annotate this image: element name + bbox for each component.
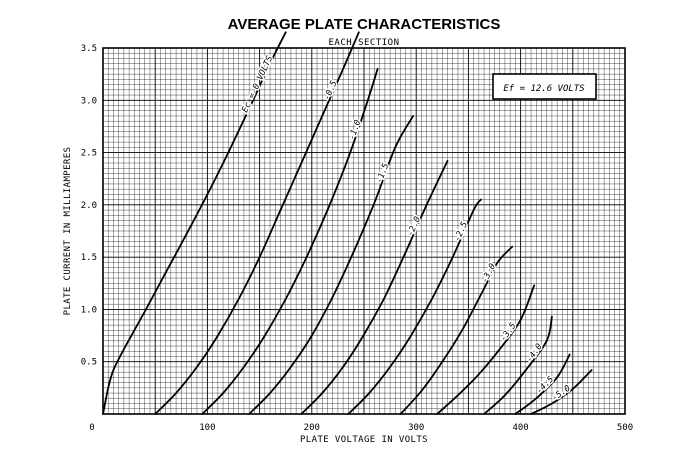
plot-frame [102, 47, 626, 415]
x-tick-label: 400 [512, 423, 528, 433]
filament-annotation-box: Ef = 12.6 VOLTS [492, 73, 597, 100]
y-tick-label: 1.0 [81, 305, 97, 315]
y-axis-ticks: 0.5 1.0 1.5 2.0 2.5 3.0 3.5 [81, 44, 97, 368]
y-tick-label: 1.5 [81, 253, 97, 263]
y-tick-label: 2.0 [81, 201, 97, 211]
curve-label: -0.5 [322, 79, 339, 102]
x-axis-label: PLATE VOLTAGE IN VOLTS [300, 435, 428, 445]
curve-label: -3.0 [480, 262, 498, 285]
grid-bias-curve [514, 353, 571, 415]
curve-label: -2.0 [406, 215, 423, 238]
x-axis-ticks: 0 100 200 300 400 500 [89, 423, 633, 433]
y-tick-label: 3.0 [81, 96, 97, 106]
curve-label: -1.0 [347, 119, 363, 142]
grid-bias-curve [347, 198, 482, 415]
curve-label: -2.5 [453, 220, 470, 243]
x-tick-label: 100 [199, 423, 215, 433]
grid-bias-curve [483, 315, 553, 415]
grid-bias-curve [201, 68, 379, 415]
grid-bias-curve [530, 369, 593, 415]
x-tick-label: 200 [304, 423, 320, 433]
curve-label: -5.0 [550, 384, 573, 404]
curve-label: -4.0 [525, 342, 545, 364]
grid-bias-curve [154, 31, 360, 415]
x-tick-label: 500 [617, 423, 633, 433]
annotation-text: Ef = 12.6 VOLTS [503, 84, 585, 94]
y-tick-label: 2.5 [81, 149, 97, 159]
chart-title: AVERAGE PLATE CHARACTERISTICS [228, 16, 501, 33]
x-tick-label: 0 [89, 423, 94, 433]
x-tick-label: 300 [408, 423, 424, 433]
grid-bias-curve [300, 160, 449, 415]
y-axis-label: PLATE CURRENT IN MILLIAMPERES [63, 147, 73, 316]
y-tick-label: 3.5 [81, 44, 97, 54]
grid-bias-curve [399, 245, 514, 415]
chart-subtitle: EACH SECTION [328, 38, 399, 48]
grid-bias-curve [102, 31, 287, 415]
grid-bias-curve [248, 115, 414, 415]
annotation-frame [492, 73, 597, 100]
y-tick-label: 0.5 [81, 358, 97, 368]
grid-bias-curve [436, 284, 536, 415]
curve-label: -3.5 [499, 321, 519, 343]
